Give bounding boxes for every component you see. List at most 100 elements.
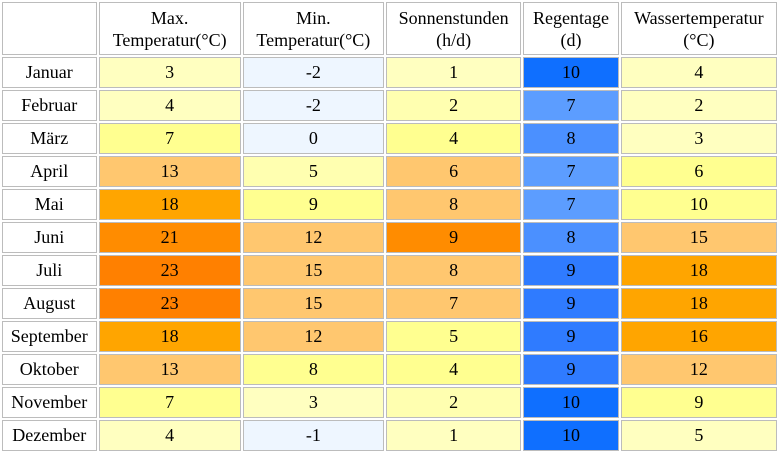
header-min-temp-line2: Temperatur(°C) — [256, 29, 371, 50]
max-temp-cell: 18 — [98, 189, 241, 220]
table-row: November 7 3 2 10 9 — [2, 387, 777, 418]
min-temp-cell: 15 — [242, 288, 384, 319]
max-temp-cell: 23 — [98, 288, 241, 319]
max-temp-cell: 21 — [98, 222, 241, 253]
month-label: November — [2, 387, 97, 418]
rain-days-cell: 10 — [523, 57, 619, 88]
month-label: April — [2, 156, 97, 187]
sun-hours-cell: 4 — [385, 354, 522, 385]
table-row: Februar 4 -2 2 7 2 — [2, 90, 777, 121]
water-temp-cell: 16 — [620, 321, 777, 352]
max-temp-cell: 3 — [98, 57, 241, 88]
sun-hours-cell: 8 — [385, 255, 522, 286]
water-temp-cell: 18 — [620, 288, 777, 319]
header-rain-days-line2: (d) — [560, 29, 582, 50]
rain-days-cell: 10 — [523, 387, 619, 418]
header-row: Max. Temperatur(°C) Min. Temperatur(°C) … — [2, 2, 777, 55]
min-temp-cell: 12 — [242, 222, 384, 253]
water-temp-cell: 12 — [620, 354, 777, 385]
header-rain-days-line1: Regentage — [533, 7, 609, 28]
header-min-temp-line1: Min. — [296, 7, 331, 28]
max-temp-cell: 13 — [98, 354, 241, 385]
month-label: August — [2, 288, 97, 319]
min-temp-cell: 5 — [242, 156, 384, 187]
month-label: Januar — [2, 57, 97, 88]
sun-hours-cell: 1 — [385, 57, 522, 88]
month-label: Oktober — [2, 354, 97, 385]
water-temp-cell: 10 — [620, 189, 777, 220]
rain-days-cell: 8 — [523, 222, 619, 253]
month-label: Februar — [2, 90, 97, 121]
min-temp-cell: 3 — [242, 387, 384, 418]
sun-hours-cell: 7 — [385, 288, 522, 319]
max-temp-cell: 4 — [98, 420, 241, 451]
rain-days-cell: 9 — [523, 255, 619, 286]
sun-hours-cell: 2 — [385, 387, 522, 418]
sun-hours-cell: 9 — [385, 222, 522, 253]
min-temp-cell: -2 — [242, 90, 384, 121]
rain-days-cell: 7 — [523, 90, 619, 121]
header-water-temp: Wassertemperatur (°C) — [620, 2, 777, 55]
month-label: Mai — [2, 189, 97, 220]
water-temp-cell: 2 — [620, 90, 777, 121]
table-row: August 23 15 7 9 18 — [2, 288, 777, 319]
water-temp-cell: 9 — [620, 387, 777, 418]
header-max-temp-line2: Temperatur(°C) — [112, 29, 227, 50]
table-row: Dezember 4 -1 1 10 5 — [2, 420, 777, 451]
rain-days-cell: 10 — [523, 420, 619, 451]
header-max-temp: Max. Temperatur(°C) — [98, 2, 241, 55]
max-temp-cell: 23 — [98, 255, 241, 286]
header-water-temp-line2: (°C) — [683, 29, 715, 50]
header-max-temp-line1: Max. — [150, 7, 189, 28]
header-min-temp: Min. Temperatur(°C) — [242, 2, 384, 55]
month-label: September — [2, 321, 97, 352]
min-temp-cell: 15 — [242, 255, 384, 286]
water-temp-cell: 6 — [620, 156, 777, 187]
table-row: März 7 0 4 8 3 — [2, 123, 777, 154]
water-temp-cell: 5 — [620, 420, 777, 451]
climate-body: Januar 3 -2 1 10 4 Februar 4 -2 2 7 2 März 7 0 4 8 3 April… — [2, 57, 777, 451]
max-temp-cell: 18 — [98, 321, 241, 352]
table-row: September 18 12 5 9 16 — [2, 321, 777, 352]
max-temp-cell: 7 — [98, 123, 241, 154]
rain-days-cell: 8 — [523, 123, 619, 154]
table-row: Januar 3 -2 1 10 4 — [2, 57, 777, 88]
sun-hours-cell: 8 — [385, 189, 522, 220]
month-label: Juli — [2, 255, 97, 286]
min-temp-cell: 0 — [242, 123, 384, 154]
rain-days-cell: 7 — [523, 189, 619, 220]
sun-hours-cell: 4 — [385, 123, 522, 154]
max-temp-cell: 13 — [98, 156, 241, 187]
min-temp-cell: 9 — [242, 189, 384, 220]
rain-days-cell: 9 — [523, 354, 619, 385]
max-temp-cell: 4 — [98, 90, 241, 121]
table-row: Oktober 13 8 4 9 12 — [2, 354, 777, 385]
sun-hours-cell: 2 — [385, 90, 522, 121]
water-temp-cell: 3 — [620, 123, 777, 154]
month-label: März — [2, 123, 97, 154]
max-temp-cell: 7 — [98, 387, 241, 418]
sun-hours-cell: 5 — [385, 321, 522, 352]
water-temp-cell: 4 — [620, 57, 777, 88]
sun-hours-cell: 1 — [385, 420, 522, 451]
month-label: Dezember — [2, 420, 97, 451]
header-sun-hours-line2: (h/d) — [436, 29, 472, 50]
min-temp-cell: -2 — [242, 57, 384, 88]
table-row: Mai 18 9 8 7 10 — [2, 189, 777, 220]
header-water-temp-line1: Wassertemperatur — [634, 7, 764, 28]
header-sun-hours-line1: Sonnenstunden — [398, 7, 509, 28]
header-rain-days: Regentage (d) — [523, 2, 619, 55]
min-temp-cell: -1 — [242, 420, 384, 451]
header-corner — [2, 2, 97, 55]
table-row: April 13 5 6 7 6 — [2, 156, 777, 187]
min-temp-cell: 12 — [242, 321, 384, 352]
table-row: Juni 21 12 9 8 15 — [2, 222, 777, 253]
rain-days-cell: 9 — [523, 288, 619, 319]
header-sun-hours: Sonnenstunden (h/d) — [385, 2, 522, 55]
min-temp-cell: 8 — [242, 354, 384, 385]
sun-hours-cell: 6 — [385, 156, 522, 187]
water-temp-cell: 15 — [620, 222, 777, 253]
rain-days-cell: 9 — [523, 321, 619, 352]
month-label: Juni — [2, 222, 97, 253]
